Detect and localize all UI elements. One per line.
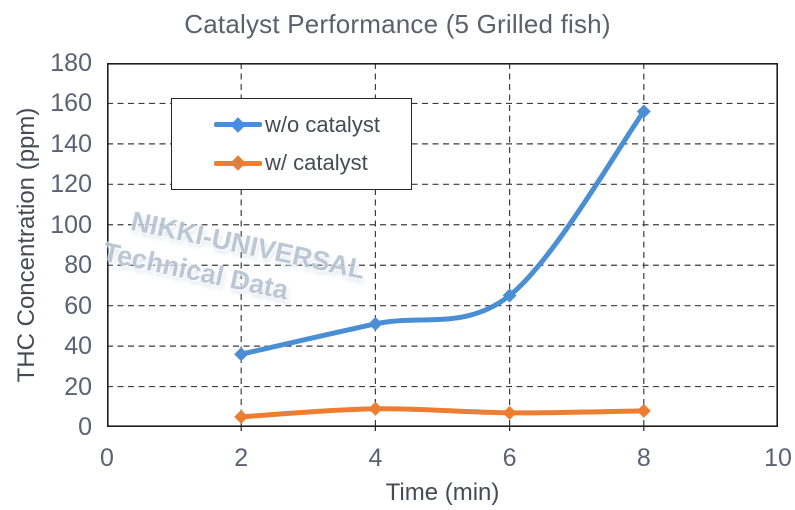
x-tick-label: 0 [100, 444, 114, 472]
legend-line-marker-blue-icon [214, 116, 262, 133]
y-tick-label: 40 [64, 332, 92, 361]
y-tick-label: 80 [64, 251, 92, 280]
y-tick-label: 160 [50, 89, 92, 118]
chart-title: Catalyst Performance (5 Grilled fish) [184, 9, 611, 39]
y-tick-label: 180 [50, 49, 92, 77]
y-tick-label: 100 [50, 210, 92, 239]
y-tick-label: 20 [64, 372, 92, 401]
x-tick-label: 4 [368, 444, 383, 472]
legend-label-w-catalyst: w/ catalyst [265, 150, 368, 176]
x-tick-label: 6 [502, 444, 517, 472]
x-axis-title: Time (min) [385, 479, 500, 506]
legend-item-wo-catalyst: w/o catalyst [214, 112, 411, 138]
legend-item-w-catalyst: w/ catalyst [214, 150, 411, 176]
legend: w/o catalyst w/ catalyst [171, 98, 412, 190]
y-tick-label: 120 [50, 170, 92, 199]
plot-area: NIKKI-UNIVERSAL Technical Data w/o catal… [100, 63, 779, 431]
y-tick-label: 140 [50, 129, 92, 158]
y-tick-label: 60 [64, 291, 92, 320]
y-tick-label: 0 [78, 413, 92, 441]
x-tick-label: 2 [234, 444, 249, 472]
plot-svg [107, 63, 779, 431]
legend-label-wo-catalyst: w/o catalyst [265, 111, 380, 137]
x-tick-label: 10 [764, 444, 792, 472]
x-tick-label: 8 [636, 444, 651, 472]
legend-line-marker-orange-icon [214, 155, 262, 172]
